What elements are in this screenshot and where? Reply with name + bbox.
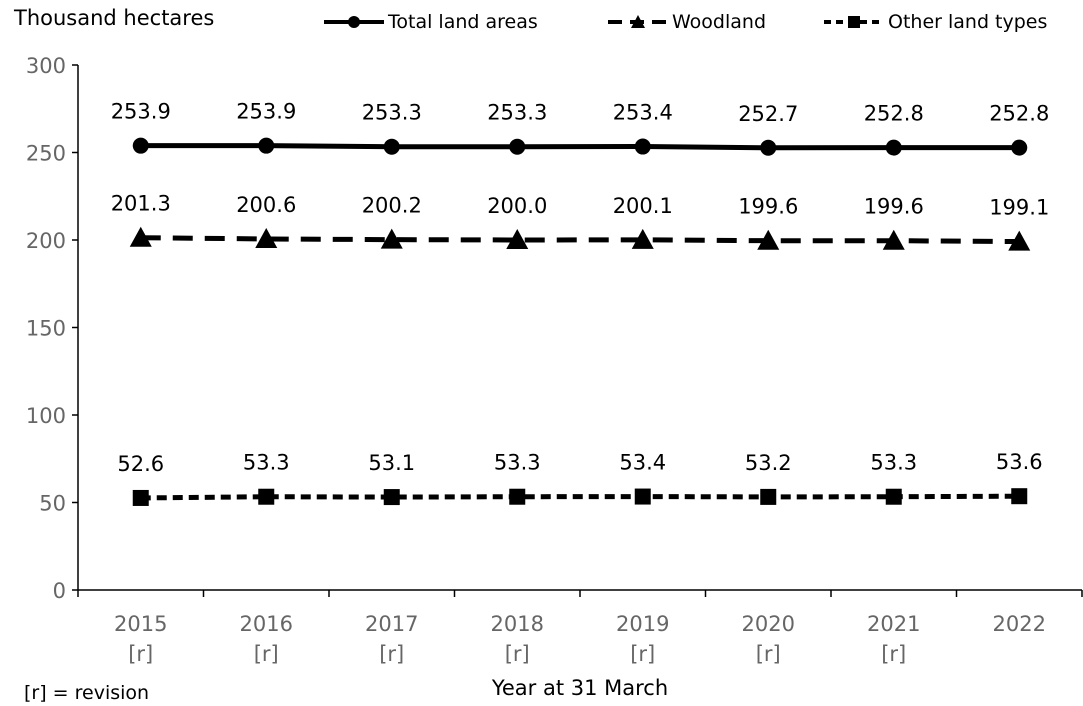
revision-note: [r] = revision (24, 682, 150, 704)
data-point-woodland-2022 (1008, 230, 1031, 251)
legend-item-woodland: Woodland (606, 8, 766, 36)
legend-marker-circle-icon (324, 16, 384, 28)
y-tick-label-150: 150 (26, 317, 66, 341)
data-label-other-land-types-2019: 53.4 (619, 451, 666, 475)
legend-label-total-land-areas: Total land areas (388, 11, 538, 33)
data-point-total-land-areas-2017 (383, 138, 400, 155)
data-label-total-land-areas-2018: 253.3 (487, 101, 547, 125)
legend-label-woodland: Woodland (672, 11, 767, 33)
data-point-total-land-areas-2015 (132, 137, 149, 154)
y-tick-label-100: 100 (26, 404, 66, 428)
x-tick-label-2017: 2017 (365, 612, 418, 636)
data-label-woodland-2021: 199.6 (864, 195, 924, 219)
data-point-woodland-2019 (631, 228, 654, 249)
series-line-woodland (140, 235, 1020, 245)
data-label-woodland-2016: 200.6 (236, 193, 296, 217)
data-label-total-land-areas-2019: 253.4 (613, 101, 673, 125)
legend-item-total-land-areas: Total land areas (322, 8, 538, 36)
x-tick-label-2020: 2020 (742, 612, 795, 636)
x-tick-label-2021: 2021 (867, 612, 920, 636)
legend-marker-triangle-icon (608, 15, 668, 28)
data-point-woodland-2015 (129, 226, 152, 247)
x-tick-revision-2015: [r] (128, 642, 153, 666)
data-label-other-land-types-2021: 53.3 (870, 451, 917, 475)
data-label-woodland-2017: 200.2 (362, 194, 422, 218)
data-label-total-land-areas-2022: 252.8 (989, 102, 1049, 126)
x-tick-revision-2021: [r] (881, 642, 906, 666)
data-point-other-land-types-2019 (634, 488, 651, 505)
data-label-woodland-2015: 201.3 (111, 192, 171, 216)
data-point-other-land-types-2015 (132, 489, 149, 506)
data-point-woodland-2020 (757, 229, 780, 250)
x-tick-label-2022: 2022 (993, 612, 1046, 636)
data-label-total-land-areas-2015: 253.9 (111, 100, 171, 124)
x-tick-revision-2019: [r] (630, 642, 655, 666)
data-label-woodland-2018: 200.0 (487, 194, 547, 218)
data-point-total-land-areas-2020 (760, 139, 777, 156)
data-label-other-land-types-2016: 53.3 (243, 451, 290, 475)
data-point-other-land-types-2021 (885, 488, 902, 505)
legend-item-other-land-types: Other land types (822, 8, 1047, 36)
y-tick-label-0: 0 (53, 579, 66, 603)
x-tick-label-2018: 2018 (491, 612, 544, 636)
y-tick-label-300: 300 (26, 54, 66, 78)
data-point-other-land-types-2016 (258, 488, 275, 505)
data-point-total-land-areas-2016 (258, 137, 275, 154)
series-line-other-land-types (140, 493, 1020, 501)
x-tick-revision-2016: [r] (254, 642, 279, 666)
data-label-other-land-types-2015: 52.6 (117, 452, 164, 476)
data-label-other-land-types-2020: 53.2 (745, 451, 792, 475)
legend-marker-square-icon (824, 16, 884, 28)
y-tick-label-250: 250 (26, 142, 66, 166)
data-label-other-land-types-2022: 53.6 (996, 450, 1043, 474)
data-point-other-land-types-2017 (383, 489, 400, 506)
x-tick-label-2016: 2016 (240, 612, 293, 636)
data-point-other-land-types-2020 (760, 488, 777, 505)
data-point-woodland-2017 (380, 228, 403, 249)
data-point-other-land-types-2018 (509, 488, 526, 505)
x-axis-title: Year at 31 March (491, 676, 669, 700)
series-line-total-land-areas (140, 143, 1020, 151)
data-point-woodland-2016 (255, 227, 278, 248)
data-point-total-land-areas-2021 (885, 139, 902, 156)
data-point-woodland-2021 (882, 229, 905, 250)
data-point-other-land-types-2022 (1011, 488, 1028, 505)
y-axis-title: Thousand hectares (14, 6, 215, 30)
data-label-total-land-areas-2017: 253.3 (362, 101, 422, 125)
x-tick-label-2015: 2015 (114, 612, 167, 636)
data-point-total-land-areas-2022 (1011, 139, 1028, 156)
y-tick-label-200: 200 (26, 229, 66, 253)
data-label-total-land-areas-2016: 253.9 (236, 100, 296, 124)
data-point-total-land-areas-2018 (509, 138, 526, 155)
x-tick-revision-2018: [r] (505, 642, 530, 666)
data-point-woodland-2018 (506, 229, 529, 249)
data-label-woodland-2022: 199.1 (989, 196, 1049, 220)
data-label-other-land-types-2018: 53.3 (494, 451, 541, 475)
data-label-other-land-types-2017: 53.1 (368, 451, 415, 475)
legend-label-other-land-types: Other land types (888, 11, 1048, 33)
data-label-woodland-2019: 200.1 (613, 194, 673, 218)
y-tick-label-50: 50 (39, 492, 66, 516)
data-label-woodland-2020: 199.6 (738, 195, 798, 219)
data-point-total-land-areas-2019 (634, 138, 651, 155)
x-tick-revision-2020: [r] (756, 642, 781, 666)
data-label-total-land-areas-2020: 252.7 (738, 102, 798, 126)
data-label-total-land-areas-2021: 252.8 (864, 102, 924, 126)
x-tick-revision-2017: [r] (379, 642, 404, 666)
x-tick-label-2019: 2019 (616, 612, 669, 636)
